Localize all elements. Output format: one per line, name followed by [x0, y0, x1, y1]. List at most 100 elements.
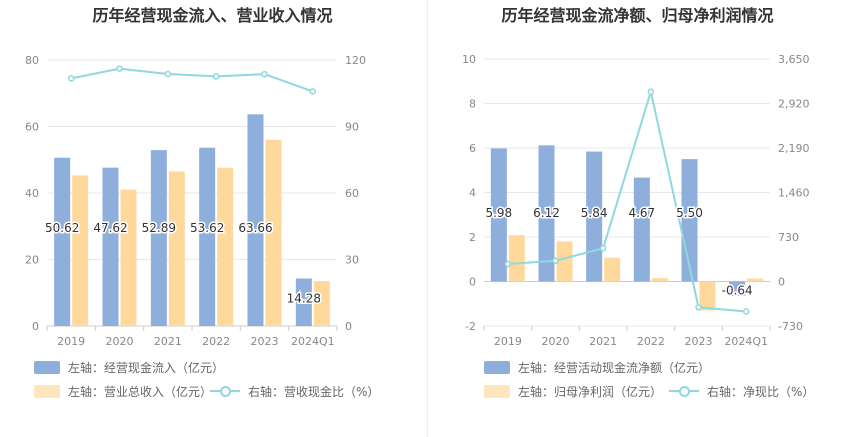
y-left-tick-label: 20: [25, 254, 39, 267]
legend-item-cash-ratio[interactable]: 右轴：营收现金比（%）: [210, 383, 379, 399]
chart-plot-left: 0 20 40 60 80 0 30 60 90 120 2019 2020 2021 2022 2023 2…: [25, 54, 366, 348]
legend-label: 左轴：经营现金流入（亿元）: [68, 360, 225, 375]
legend-swatch: [484, 384, 510, 398]
y-left-tick-label: 6: [469, 142, 476, 155]
bar-series-2: [72, 175, 89, 326]
legend-item-cash-inflow[interactable]: 左轴：经营现金流入（亿元）: [34, 359, 224, 375]
bar-series-2: [508, 235, 525, 282]
y-right-tick-label: 2,190: [778, 142, 810, 155]
bar-series-1: [295, 278, 312, 326]
y-right-tick-label: 60: [345, 187, 359, 200]
y-left-tick-label: 2: [469, 231, 476, 244]
panel-divider: [427, 0, 428, 437]
legend-swatch: [34, 360, 60, 374]
bar-series-2: [120, 189, 137, 326]
legend-item-net-cash-flow[interactable]: 左轴：经营活动现金流净额（亿元）: [484, 359, 710, 375]
y-right-tick-label: 1,460: [778, 187, 810, 200]
bar-series-2: [217, 167, 234, 326]
data-label: 52.89: [142, 221, 176, 235]
legend-line-marker: [669, 384, 699, 398]
x-tick-label: 2020: [106, 335, 134, 348]
bar-series-2: [168, 171, 185, 326]
x-tick-label: 2022: [637, 335, 665, 348]
bar-series-2: [556, 241, 573, 282]
x-tick-label: 2020: [542, 335, 570, 348]
x-tick-label: 2022: [202, 335, 230, 348]
legend-item-net-cash-ratio[interactable]: 右轴：净现比（%）: [669, 383, 814, 399]
legend-label: 左轴：营业总收入（亿元）: [68, 384, 213, 399]
y-left-tick-label: 80: [25, 54, 39, 67]
x-tick-label: 2023: [685, 335, 713, 348]
data-label: -0.64: [722, 284, 753, 298]
data-label: 5.98: [485, 206, 512, 220]
chart-panel-left: 历年经营现金流入、营业收入情况 0 20 40 60 80 0 30 60 90 120 2019 2…: [25, 6, 379, 399]
line-point: [67, 75, 75, 82]
bar-series-1: [199, 147, 216, 326]
y-right-tick-label: 30: [345, 254, 359, 267]
chart-panel-right: 历年经营现金流净额、归母净利润情况 -2 0 2 4 6 8 10 -730 0 730 1,460…: [425, 0, 850, 437]
line-series: [70, 67, 314, 93]
x-tick-label: 2024Q1: [724, 335, 768, 348]
line-point: [261, 70, 268, 78]
bar-series-1: [490, 148, 507, 282]
legend-swatch: [34, 384, 60, 398]
bar-series-2: [651, 278, 668, 282]
data-label: 53.62: [190, 221, 224, 235]
y-left-tick-label: 0: [469, 276, 476, 289]
data-label: 50.62: [45, 221, 79, 235]
x-tick-label: 2023: [251, 335, 279, 348]
chart-plot-right: -2 0 2 4 6 8 10 -730 0 730 1,460 2,190 2,920 3,650 201…: [462, 53, 810, 348]
line-point: [695, 304, 702, 311]
bar-series-2: [604, 257, 621, 282]
line-point: [552, 257, 559, 265]
bar-series-1: [247, 114, 264, 326]
y-right-tick-label: -730: [778, 320, 803, 333]
bar-series-2: [747, 278, 764, 282]
data-label: 14.28: [287, 292, 321, 306]
bar-series-2: [313, 281, 330, 326]
data-label: 5.84: [581, 206, 608, 220]
y-left-tick-label: 0: [32, 320, 39, 333]
x-tick-label: 2019: [57, 335, 85, 348]
legend-label: 右轴：营收现金比（%）: [248, 384, 380, 399]
bar-series-1: [729, 281, 746, 296]
bar-series-1: [633, 177, 650, 282]
y-right-tick-label: 90: [345, 121, 359, 134]
bar-series-2: [699, 281, 716, 311]
y-left-tick-label: 4: [469, 187, 476, 200]
line-point: [599, 245, 607, 252]
data-label: 63.66: [238, 221, 272, 235]
line-point: [164, 70, 172, 78]
legend-item-net-profit[interactable]: 左轴：归母净利润（亿元）: [484, 383, 662, 399]
x-tick-label: 2021: [589, 335, 617, 348]
line-point: [116, 65, 123, 72]
x-tick-label: 2019: [494, 335, 522, 348]
legend-label: 左轴：经营活动现金流净额（亿元）: [518, 360, 711, 375]
data-label: 6.12: [533, 206, 560, 220]
bar-series-1: [538, 145, 555, 282]
bar-series-1: [54, 157, 71, 326]
chart-title: 历年经营现金流入、营业收入情况: [92, 6, 333, 25]
line-point: [742, 308, 750, 315]
line-point: [504, 260, 512, 268]
data-label: 5.50: [676, 206, 703, 220]
legend-line-marker: [210, 384, 240, 398]
legend-swatch: [484, 360, 510, 374]
line-point: [212, 73, 220, 80]
bar-series-1: [150, 150, 167, 326]
line-series: [507, 87, 747, 313]
line-point: [647, 88, 655, 95]
y-left-tick-label: 8: [469, 98, 476, 111]
y-right-tick-label: 3,650: [778, 53, 810, 66]
y-right-tick-label: 2,920: [778, 98, 810, 111]
y-right-tick-label: 730: [778, 231, 799, 244]
y-right-tick-label: 120: [345, 54, 366, 67]
y-left-tick-label: 60: [25, 121, 39, 134]
legend-item-revenue[interactable]: 左轴：营业总收入（亿元）: [34, 383, 212, 399]
data-label: 4.67: [628, 206, 655, 220]
line-point: [309, 88, 317, 95]
x-tick-label: 2024Q1: [291, 335, 335, 348]
legend-label: 右轴：净现比（%）: [707, 384, 815, 399]
y-right-tick-label: 0: [778, 276, 785, 289]
data-label: 47.62: [93, 221, 127, 235]
